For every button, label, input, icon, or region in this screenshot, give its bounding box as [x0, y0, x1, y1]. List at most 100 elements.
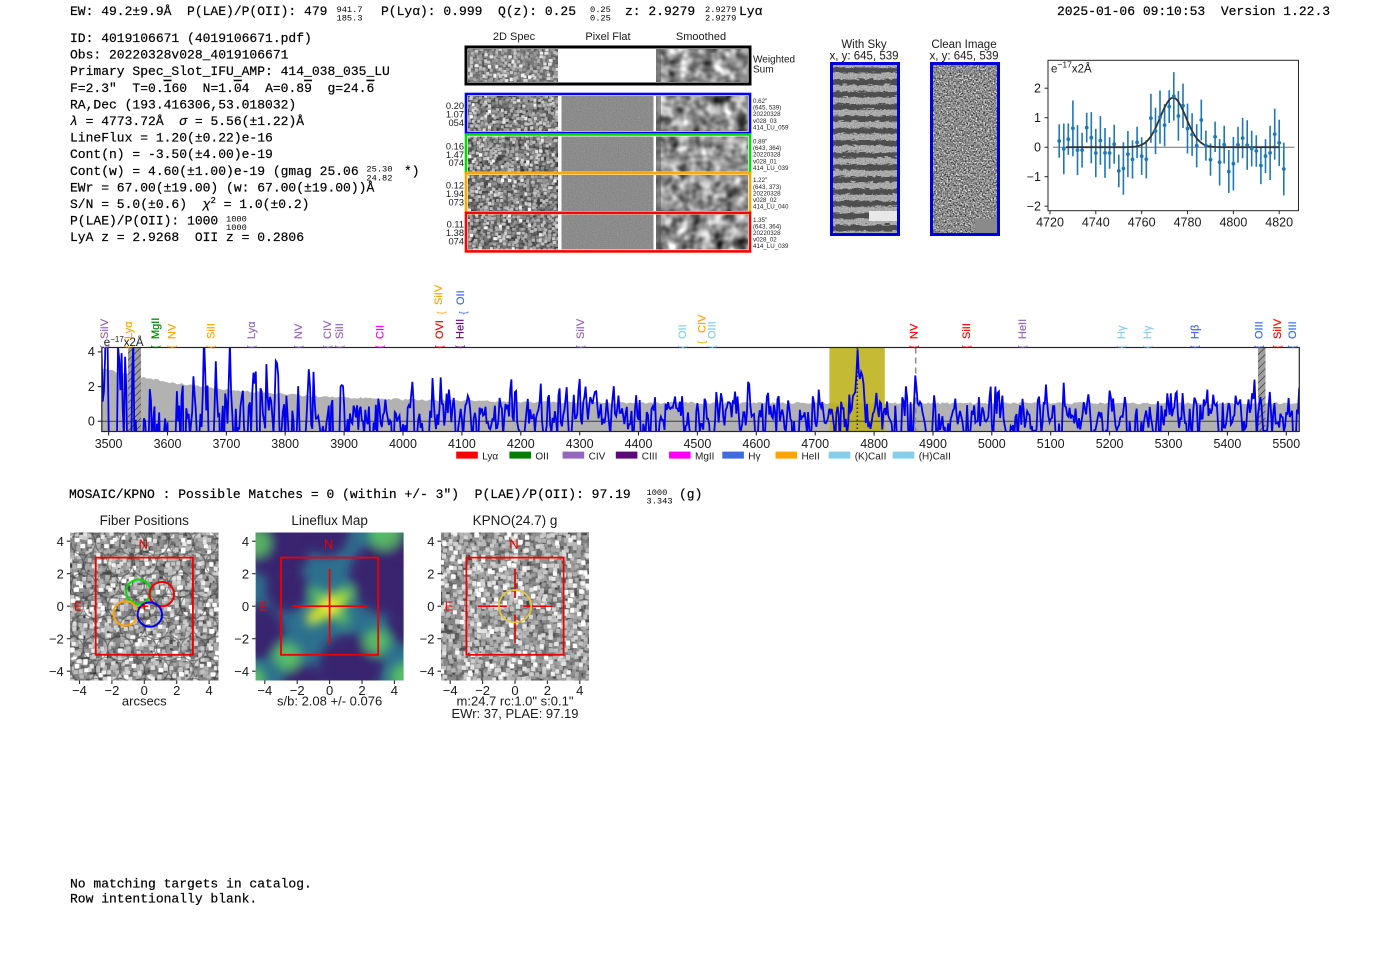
svg-text:Sum: Sum	[753, 65, 774, 76]
svg-text:185.3: 185.3	[337, 14, 363, 24]
svg-text:4800: 4800	[860, 437, 888, 451]
svg-text:CII: CII	[375, 325, 387, 339]
svg-text:CIV: CIV	[322, 320, 334, 339]
svg-text:s/b: 2.08 +/- 0.076: s/b: 2.08 +/- 0.076	[277, 694, 382, 709]
svg-text:0.11: 0.11	[447, 220, 464, 230]
svg-text:−4: −4	[443, 683, 458, 698]
svg-text:Lyα: Lyα	[123, 321, 135, 339]
svg-text:{: {	[124, 345, 135, 349]
svg-text:MgII: MgII	[695, 452, 714, 463]
svg-text:ID: 4019106671 (4019106671.pdf: ID: 4019106671 (4019106671.pdf)	[70, 31, 312, 46]
svg-text:−4: −4	[49, 664, 64, 679]
svg-text:E: E	[74, 599, 83, 614]
svg-text:0.16: 0.16	[446, 141, 464, 151]
svg-text:NV: NV	[167, 323, 179, 339]
svg-text:0.62": 0.62"	[753, 98, 767, 105]
svg-text:Lyα: Lyα	[246, 321, 258, 339]
svg-text:MOSAIC/KPNO : Possible Matches: MOSAIC/KPNO : Possible Matches = 0 (with…	[69, 487, 631, 502]
svg-text:OIII: OIII	[1254, 321, 1266, 339]
svg-text:5400: 5400	[1213, 437, 1241, 451]
svg-text:MgII: MgII	[150, 318, 162, 339]
svg-text:4: 4	[242, 534, 249, 549]
svg-text:(643, 364): (643, 364)	[753, 145, 781, 152]
svg-text:{: {	[334, 345, 345, 349]
svg-text:EWr: 37, PLAE: 97.19: EWr: 37, PLAE: 97.19	[452, 706, 579, 721]
svg-text:0.20: 0.20	[446, 101, 464, 111]
svg-text:−2: −2	[1027, 200, 1041, 214]
svg-text:v028_02: v028_02	[753, 237, 777, 244]
svg-text:941.7: 941.7	[337, 5, 363, 15]
svg-text:4740: 4740	[1082, 216, 1110, 230]
svg-text:−1: −1	[1027, 170, 1041, 184]
svg-text:414_LU_059: 414_LU_059	[753, 124, 789, 131]
svg-text:−2: −2	[104, 683, 119, 698]
svg-text:SiII: SiII	[205, 323, 217, 339]
svg-text:{: {	[962, 345, 973, 349]
svg-text:4100: 4100	[448, 437, 476, 451]
svg-text:λ = 4773.72Å σ = 5.56(±1.22)Å: λ = 4773.72Å σ = 5.56(±1.22)Å	[70, 114, 304, 129]
svg-text:4500: 4500	[683, 437, 711, 451]
svg-text:CIII: CIII	[642, 452, 658, 463]
svg-text:5500: 5500	[1272, 437, 1300, 451]
svg-text:4300: 4300	[566, 437, 594, 451]
svg-text:0.12: 0.12	[446, 181, 464, 191]
svg-text:{: {	[1143, 345, 1154, 349]
svg-text:3600: 3600	[154, 437, 182, 451]
svg-text:HeII: HeII	[455, 319, 467, 339]
svg-text:0: 0	[141, 683, 148, 698]
svg-text:2025-01-06 09:10:53 Version 1: 2025-01-06 09:10:53 Version 1.22.3	[1057, 4, 1330, 19]
svg-text:m:24.7 rc:1.0" s:0.1": m:24.7 rc:1.0" s:0.1"	[457, 694, 574, 709]
svg-text:RA,Dec (193.416306,53.018032): RA,Dec (193.416306,53.018032)	[70, 97, 296, 112]
svg-text:arcsecs: arcsecs	[122, 694, 167, 709]
svg-text:4700: 4700	[801, 437, 829, 451]
svg-text:NV: NV	[293, 323, 305, 339]
svg-text:4780: 4780	[1174, 216, 1202, 230]
svg-text:−2: −2	[49, 631, 64, 646]
svg-text:OVI: OVI	[434, 320, 446, 339]
svg-text:−4: −4	[420, 664, 435, 679]
svg-text:HeII: HeII	[1017, 319, 1029, 339]
svg-text:HeII: HeII	[802, 452, 820, 463]
svg-text:3800: 3800	[271, 437, 299, 451]
svg-text:5100: 5100	[1037, 437, 1065, 451]
svg-text:x, y: 645, 539: x, y: 645, 539	[829, 51, 898, 63]
svg-text:SiIV: SiIV	[575, 318, 587, 339]
svg-text:{: {	[206, 345, 217, 349]
svg-text:3.343: 3.343	[647, 497, 673, 507]
svg-text:4: 4	[427, 534, 434, 549]
svg-text:Smoothed: Smoothed	[676, 31, 726, 43]
svg-text:1000: 1000	[226, 223, 247, 233]
svg-text:1.94: 1.94	[446, 189, 464, 199]
svg-text:(643, 373): (643, 373)	[753, 184, 781, 191]
svg-text:0: 0	[242, 599, 249, 614]
svg-text:x, y: 645, 539: x, y: 645, 539	[929, 51, 998, 63]
svg-text:Row intentionally blank.: Row intentionally blank.	[70, 891, 257, 906]
svg-text:0: 0	[57, 599, 64, 614]
svg-text:4200: 4200	[507, 437, 535, 451]
svg-text:Weighted: Weighted	[753, 55, 795, 66]
svg-text:{: {	[1117, 345, 1128, 349]
svg-text:0: 0	[511, 683, 518, 698]
svg-text:1000: 1000	[647, 488, 668, 498]
svg-text:2: 2	[242, 566, 249, 581]
svg-text:{: {	[1288, 345, 1299, 349]
svg-text:−4: −4	[257, 683, 272, 698]
svg-text:4900: 4900	[919, 437, 947, 451]
svg-text:Clean Image: Clean Image	[931, 39, 996, 51]
svg-text:{: {	[437, 311, 448, 315]
svg-text:054: 054	[448, 118, 464, 128]
svg-text:{: {	[246, 345, 257, 349]
svg-text:OII: OII	[455, 290, 467, 305]
svg-text:2: 2	[544, 683, 551, 698]
svg-text:{: {	[1018, 345, 1029, 349]
svg-text:{: {	[294, 345, 305, 349]
svg-text:v028_02: v028_02	[753, 197, 777, 204]
svg-text:073: 073	[448, 197, 464, 207]
svg-text:0: 0	[88, 415, 95, 429]
svg-text:*): *)	[404, 164, 420, 179]
svg-text:0.89": 0.89"	[753, 139, 767, 146]
svg-text:CIV: CIV	[589, 452, 606, 463]
svg-text:3500: 3500	[95, 437, 123, 451]
svg-text:N: N	[324, 537, 333, 552]
svg-text:{: {	[1190, 345, 1201, 349]
